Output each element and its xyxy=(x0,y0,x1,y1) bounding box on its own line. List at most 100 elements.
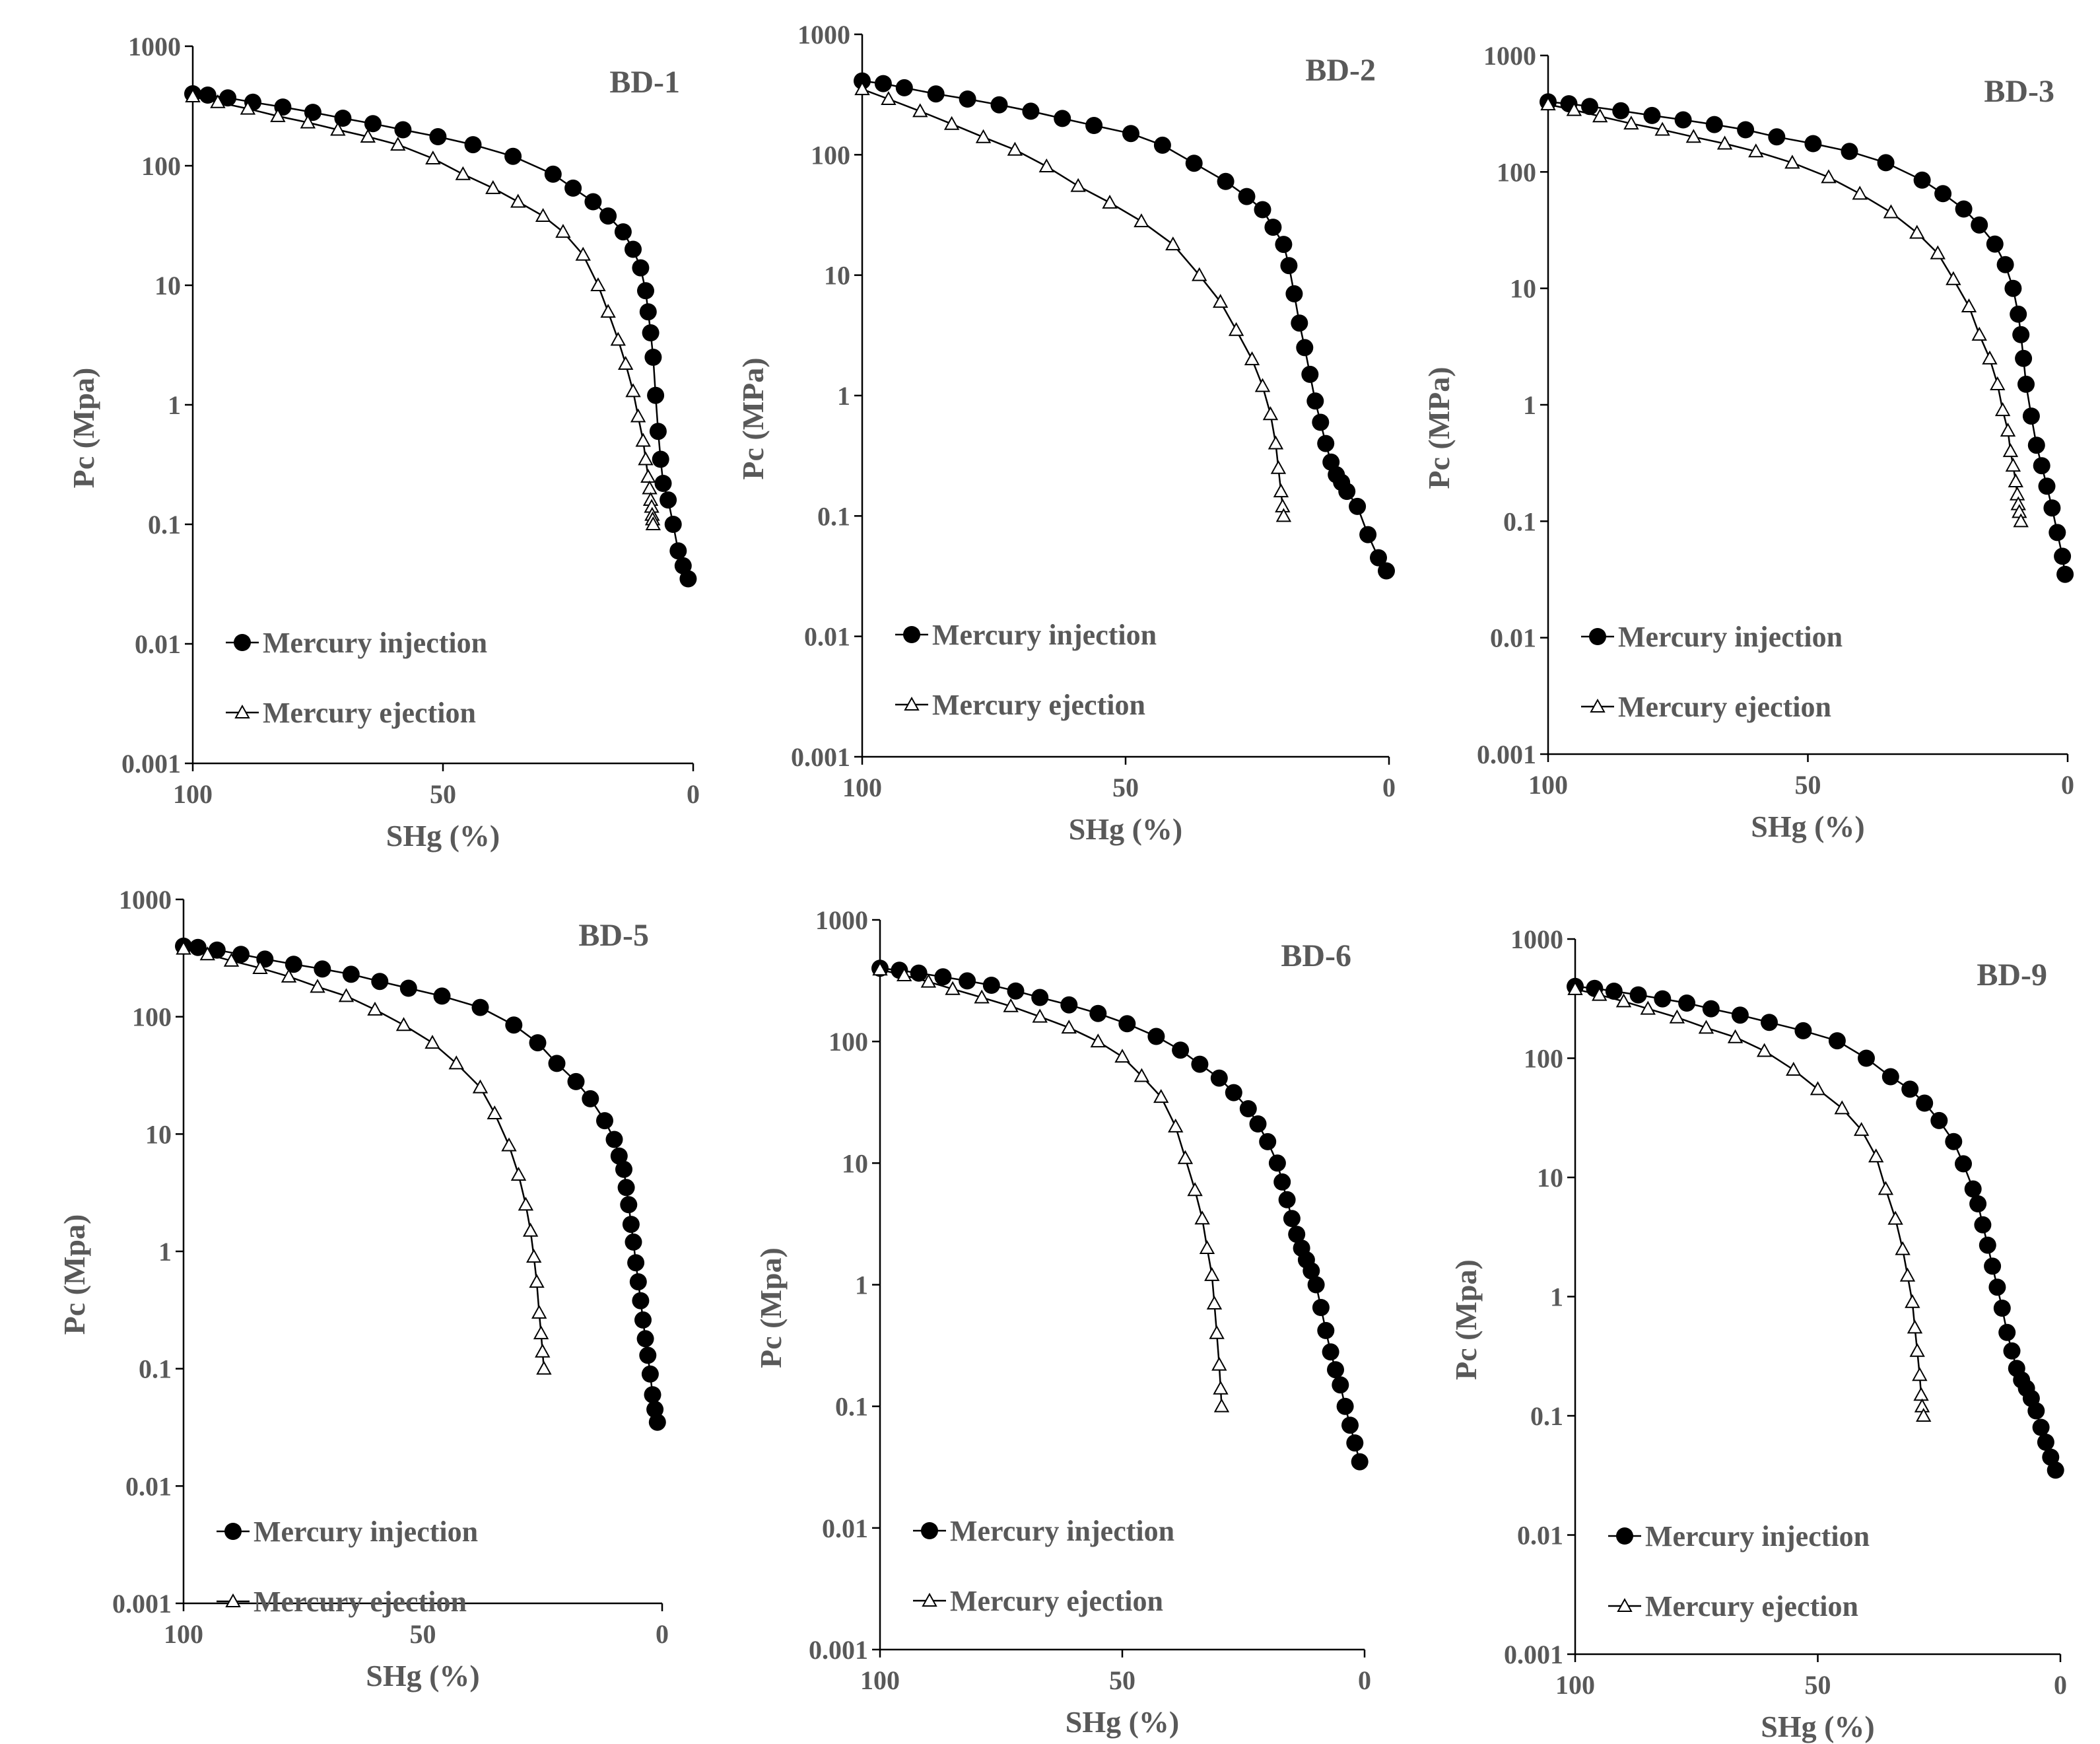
y-axis-title: Pc (Mpa) xyxy=(57,1214,91,1335)
data-point xyxy=(679,570,697,588)
data-point xyxy=(310,979,325,993)
data-point xyxy=(1727,1029,1744,1043)
data-point xyxy=(642,324,660,341)
data-point xyxy=(599,207,617,225)
legend-label: Mercury ejection xyxy=(932,689,1145,721)
legend-marker xyxy=(922,1592,937,1607)
data-point xyxy=(531,1304,547,1319)
data-point xyxy=(1964,1180,1982,1198)
y-tick-label: 10 xyxy=(824,261,850,291)
x-tick-label: 50 xyxy=(1795,770,1821,800)
data-point xyxy=(1090,1033,1106,1048)
data-point xyxy=(1032,1008,1048,1023)
data-point xyxy=(1003,998,1019,1012)
chart-bd-2: 0.001 0.01 0.1 1 10 100 1000 100 50 0 SHg (%) Pc (M… xyxy=(736,20,1396,846)
y-tick-label: 10 xyxy=(1537,1163,1563,1193)
data-point xyxy=(1060,996,1078,1014)
data-point xyxy=(959,90,976,108)
data-point xyxy=(1054,110,1071,127)
data-point xyxy=(544,165,562,183)
data-point xyxy=(610,331,626,346)
data-point xyxy=(636,1330,654,1348)
data-point xyxy=(1301,365,1319,383)
data-point xyxy=(1984,1257,2002,1275)
y-tick-label: 0.01 xyxy=(822,1514,868,1543)
data-point xyxy=(1007,982,1025,1000)
data-point xyxy=(622,1216,640,1234)
data-point xyxy=(2042,1448,2060,1466)
data-point xyxy=(510,193,526,208)
data-point xyxy=(2005,458,2021,472)
data-point xyxy=(1192,267,1207,281)
y-tick-label: 1 xyxy=(1550,1282,1563,1312)
y-tick-label: 0.001 xyxy=(1477,740,1536,769)
legend-label: Mercury ejection xyxy=(1618,691,1831,723)
data-point xyxy=(620,1196,638,1214)
y-tick-label: 100 xyxy=(132,1002,172,1032)
data-point xyxy=(429,128,447,145)
data-point xyxy=(1306,392,1324,410)
data-point xyxy=(1979,1236,1996,1254)
data-point xyxy=(617,355,634,370)
data-point xyxy=(625,383,641,398)
data-point xyxy=(644,349,662,366)
y-tick-label: 0.001 xyxy=(121,749,181,779)
panel-title: BD-1 xyxy=(609,65,680,100)
data-point xyxy=(472,1079,489,1094)
data-point xyxy=(854,81,870,96)
legend-label: Mercury injection xyxy=(1618,621,1843,653)
data-point xyxy=(1605,983,1623,1000)
data-point xyxy=(1612,102,1630,120)
data-point xyxy=(360,128,376,143)
data-point xyxy=(1153,136,1171,154)
y-tick-label: 0.01 xyxy=(1490,623,1536,653)
legend-label: Mercury injection xyxy=(263,627,487,659)
data-point xyxy=(1114,1049,1130,1063)
data-point xyxy=(314,960,331,978)
x-axis-title: SHg (%) xyxy=(1066,1705,1180,1739)
data-point xyxy=(2037,1434,2054,1451)
data-point xyxy=(1312,1299,1330,1316)
data-point xyxy=(1172,1041,1190,1059)
data-point xyxy=(555,224,571,238)
data-point xyxy=(1934,185,1952,203)
data-point xyxy=(2008,473,2023,487)
data-point xyxy=(223,952,240,967)
data-point xyxy=(1581,98,1598,116)
chart-bd-6: 0.001 0.01 0.1 1 10 100 1000 100 50 0 SHg (%) Pc (M… xyxy=(754,905,1371,1739)
data-point xyxy=(1761,1014,1778,1031)
y-tick-label: 0.001 xyxy=(809,1635,868,1665)
data-point xyxy=(1615,993,1632,1008)
data-point xyxy=(1346,1434,1364,1452)
y-tick-label: 0.01 xyxy=(1517,1521,1563,1551)
data-point xyxy=(1810,1081,1826,1096)
data-point xyxy=(526,1249,542,1263)
data-point xyxy=(640,468,656,483)
series-mercury-injection xyxy=(175,937,666,1431)
data-point xyxy=(1731,1006,1749,1024)
x-tick-label: 50 xyxy=(1805,1670,1831,1700)
x-tick-label: 100 xyxy=(1555,1670,1595,1700)
data-point xyxy=(625,240,642,258)
data-point xyxy=(1916,1094,1934,1112)
data-point xyxy=(1567,981,1583,995)
legend-marker xyxy=(921,1522,938,1539)
data-point xyxy=(1254,201,1271,219)
series-line xyxy=(1547,103,2022,522)
y-tick-label: 10 xyxy=(145,1119,172,1149)
legend: Mercury injection Mercury ejection xyxy=(217,1516,478,1618)
data-point xyxy=(1270,460,1287,474)
data-point xyxy=(504,147,522,165)
data-point xyxy=(1913,171,1931,189)
data-point xyxy=(1852,186,1868,200)
data-point xyxy=(535,208,551,223)
data-point xyxy=(945,981,961,995)
data-point xyxy=(1868,1148,1884,1163)
data-point xyxy=(625,1233,642,1251)
data-point xyxy=(874,75,892,92)
x-tick-label: 0 xyxy=(656,1619,669,1649)
data-point xyxy=(2004,279,2022,297)
data-point xyxy=(1185,155,1203,172)
data-point xyxy=(1858,1049,1875,1067)
data-point xyxy=(1629,986,1647,1004)
